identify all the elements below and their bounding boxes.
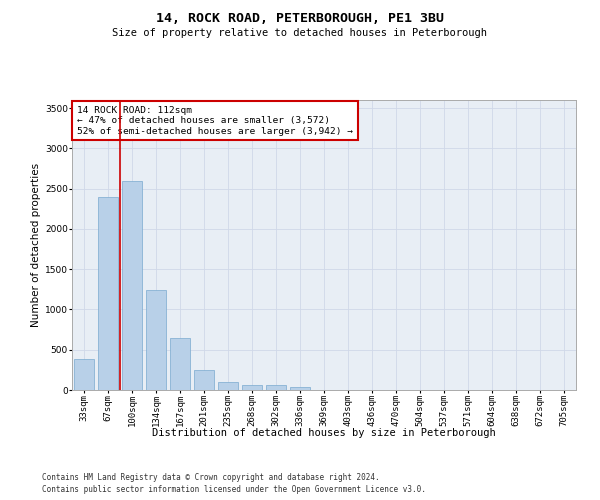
Text: Size of property relative to detached houses in Peterborough: Size of property relative to detached ho…: [113, 28, 487, 38]
Y-axis label: Number of detached properties: Number of detached properties: [31, 163, 41, 327]
Bar: [194, 370, 214, 390]
Bar: [290, 387, 310, 390]
Bar: [218, 382, 238, 390]
Text: Contains HM Land Registry data © Crown copyright and database right 2024.: Contains HM Land Registry data © Crown c…: [42, 474, 380, 482]
Bar: [74, 360, 94, 390]
Bar: [122, 180, 142, 390]
Text: 14 ROCK ROAD: 112sqm
← 47% of detached houses are smaller (3,572)
52% of semi-de: 14 ROCK ROAD: 112sqm ← 47% of detached h…: [77, 106, 353, 136]
Bar: [98, 196, 118, 390]
Bar: [146, 290, 166, 390]
Text: Distribution of detached houses by size in Peterborough: Distribution of detached houses by size …: [152, 428, 496, 438]
Text: 14, ROCK ROAD, PETERBOROUGH, PE1 3BU: 14, ROCK ROAD, PETERBOROUGH, PE1 3BU: [156, 12, 444, 26]
Text: Contains public sector information licensed under the Open Government Licence v3: Contains public sector information licen…: [42, 485, 426, 494]
Bar: [242, 385, 262, 390]
Bar: [266, 386, 286, 390]
Bar: [170, 338, 190, 390]
